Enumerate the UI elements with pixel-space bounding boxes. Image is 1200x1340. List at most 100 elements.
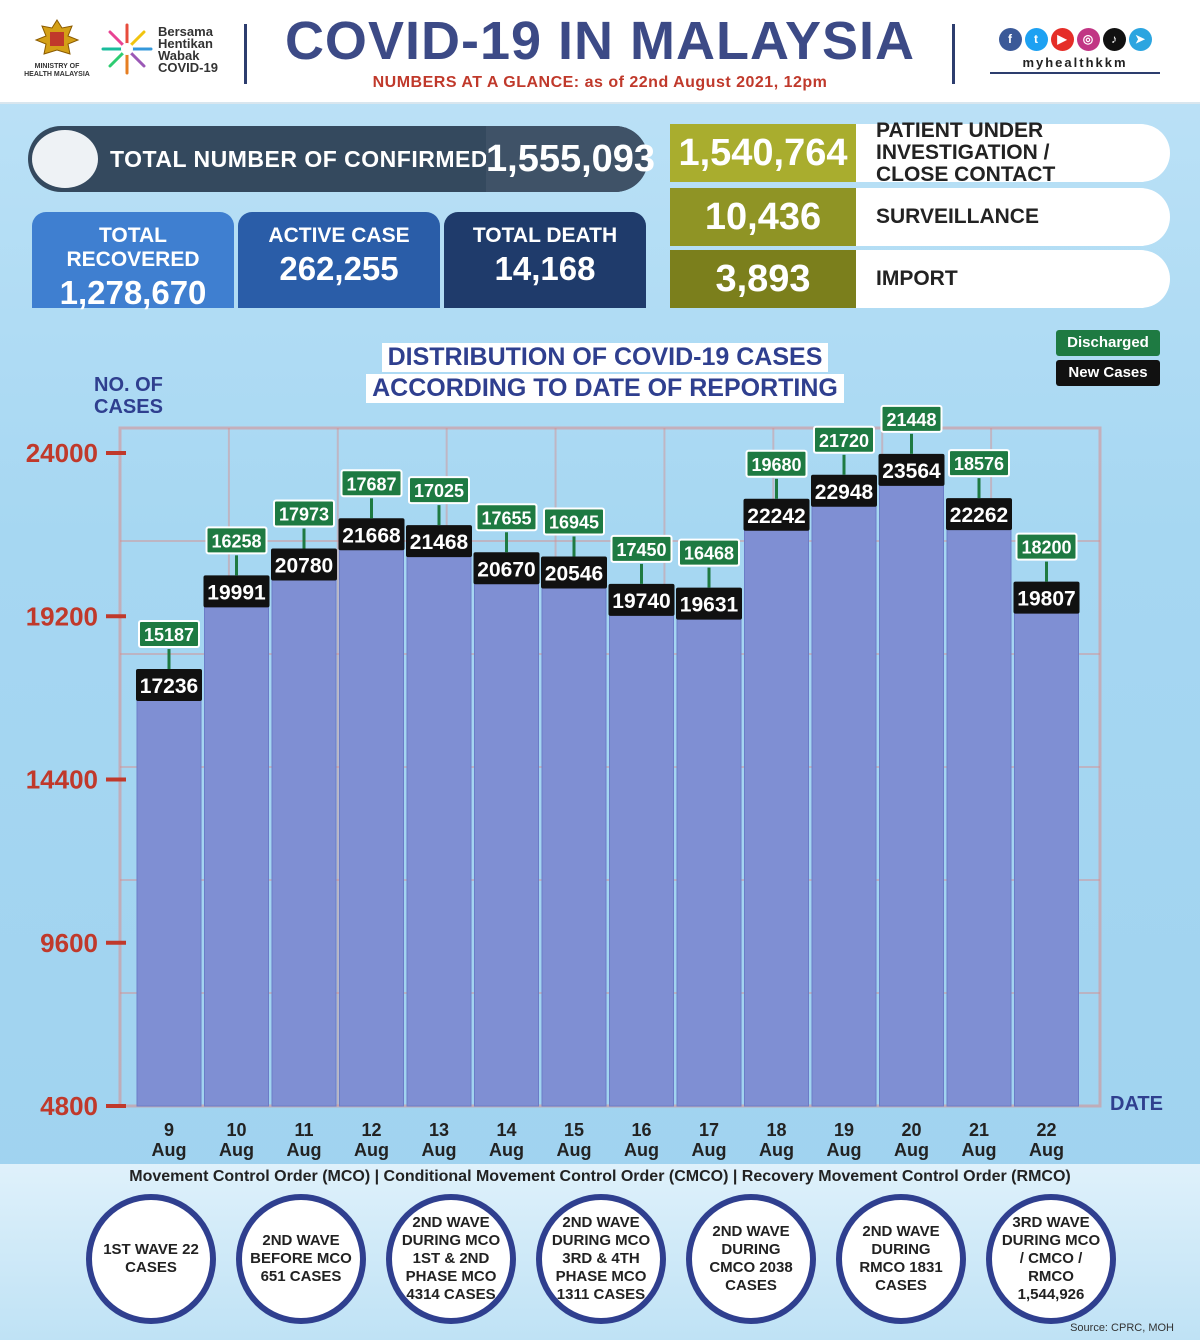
- new-cases-label: 22262: [950, 504, 1008, 527]
- active-card: ACTIVE CASE 262,255: [238, 212, 440, 308]
- recovered-value: 1,278,670: [59, 274, 207, 311]
- death-value: 14,168: [494, 250, 596, 287]
- discharged-label-box: [1015, 532, 1078, 561]
- bersama-logo: Bersama Hentikan Wabak COVID-19: [100, 22, 230, 82]
- new-cases-label: 19631: [680, 594, 739, 617]
- recovered-card: TOTAL RECOVERED 1,278,670: [32, 212, 234, 311]
- facebook-icon[interactable]: f: [998, 28, 1022, 51]
- discharged-label: 19680: [751, 455, 801, 475]
- new-cases-label-box: [946, 498, 1012, 531]
- y-axis: 4800 9600 14400 19200 24000: [26, 438, 126, 1121]
- discharged-label-box: [948, 449, 1010, 478]
- instagram-icon[interactable]: ◎: [1076, 28, 1100, 51]
- bar: [271, 562, 337, 1107]
- divider: [244, 24, 247, 84]
- bar: [136, 682, 202, 1107]
- wave-circle: 2ND WAVE BEFORE MCO 651 CASES: [236, 1194, 366, 1324]
- discharged-label: 21448: [886, 410, 936, 430]
- wave-circle: 2ND WAVE DURING RMCO 1831 CASES: [836, 1194, 966, 1324]
- new-cases-label: 19807: [1017, 588, 1075, 611]
- new-cases-label-box: [473, 552, 540, 585]
- twitter-icon[interactable]: t: [1024, 28, 1048, 51]
- discharged-label-box: [340, 469, 403, 498]
- x-tick-label: Aug: [962, 1140, 997, 1160]
- wave-circle: 2ND WAVE DURING MCO 3RD & 4TH PHASE MCO …: [536, 1194, 666, 1324]
- x-tick-label: Aug: [1029, 1140, 1064, 1160]
- new-cases-label: 23564: [882, 460, 941, 483]
- x-tick-label: Aug: [489, 1140, 524, 1160]
- legend-discharged: Discharged: [1056, 330, 1160, 356]
- discharged-label-box: [205, 526, 268, 555]
- x-tick-label: 19: [834, 1120, 854, 1140]
- active-value: 262,255: [279, 250, 399, 287]
- social-block: f t ▶ ◎ ♪ ➤ myhealthkkm: [990, 28, 1160, 78]
- x-tick-label: 20: [901, 1120, 921, 1140]
- x-tick-label: Aug: [219, 1140, 254, 1160]
- discharged-label-box: [475, 503, 538, 532]
- tiktok-icon[interactable]: ♪: [1102, 28, 1126, 51]
- new-cases-label: 19740: [612, 590, 670, 613]
- new-cases-label-box: [878, 453, 945, 486]
- chart-title: DISTRIBUTION OF COVID-19 CASES ACCORDING…: [340, 342, 870, 404]
- youtube-icon[interactable]: ▶: [1050, 28, 1074, 51]
- x-tick-label: 16: [631, 1120, 651, 1140]
- new-cases-label: 19991: [207, 581, 266, 604]
- new-cases-label: 21468: [410, 531, 469, 554]
- total-confirmed-value: 1,555,093: [486, 138, 656, 180]
- y-tick-label: 4800: [40, 1091, 98, 1121]
- discharged-label-box: [880, 404, 943, 433]
- new-cases-label: 20780: [275, 555, 333, 578]
- x-tick-label: 14: [496, 1120, 516, 1140]
- x-tick-label: 17: [699, 1120, 719, 1140]
- discharged-label: 21720: [819, 431, 869, 451]
- discharged-label-box: [813, 425, 875, 454]
- wave-circle: 2ND WAVE DURING MCO 1ST & 2ND PHASE MCO …: [386, 1194, 516, 1324]
- discharged-label: 17025: [414, 481, 464, 501]
- x-tick-label: 12: [361, 1120, 381, 1140]
- y-tick-label: 24000: [26, 438, 98, 468]
- moh-text: MINISTRY OF HEALTH MALAYSIA: [24, 63, 90, 78]
- wave-circle: 2ND WAVE DURING CMCO 2038 CASES: [686, 1194, 816, 1324]
- import-value: 3,893: [670, 250, 856, 308]
- chart-title-line-1: DISTRIBUTION OF COVID-19 CASES: [381, 343, 829, 372]
- surveillance-value: 10,436: [670, 188, 856, 246]
- new-cases-label-box: [136, 669, 202, 702]
- new-cases-label-box: [1013, 581, 1080, 614]
- bar: [1014, 595, 1079, 1107]
- discharged-label: 15187: [144, 625, 194, 645]
- new-cases-label: 21668: [342, 524, 401, 547]
- chart-legend: Discharged New Cases: [1056, 330, 1160, 390]
- recovered-label: TOTAL RECOVERED: [66, 224, 200, 271]
- wave-circles: 1ST WAVE 22 CASES 2ND WAVE BEFORE MCO 65…: [86, 1194, 1116, 1324]
- x-tick-label: Aug: [557, 1140, 592, 1160]
- bar: [676, 601, 742, 1107]
- x-tick-label: Aug: [152, 1140, 187, 1160]
- virus-icon: [32, 130, 98, 188]
- wave-circle: 1ST WAVE 22 CASES: [86, 1194, 216, 1324]
- discharged-label-box: [138, 620, 200, 649]
- new-cases-label-box: [608, 583, 675, 616]
- discharged-label: 17450: [616, 540, 666, 560]
- page-title: COVID-19 IN MALAYSIA: [284, 11, 916, 71]
- import-row: 3,893 IMPORT: [670, 250, 1170, 308]
- death-card: TOTAL DEATH 14,168: [444, 212, 646, 308]
- x-tick-label: Aug: [692, 1140, 727, 1160]
- total-confirmed-bar: TOTAL NUMBER OF CONFIRMED CASES 1,555,09…: [28, 126, 656, 192]
- crest-icon: [34, 19, 80, 55]
- x-axis: 9Aug10Aug11Aug12Aug13Aug14Aug15Aug16Aug1…: [152, 1120, 1065, 1160]
- x-axis-title: DATE: [1110, 1093, 1163, 1115]
- new-cases-label-box: [676, 587, 742, 620]
- footer-caption: Movement Control Order (MCO) | Condition…: [129, 1168, 1071, 1185]
- pui-label: PATIENT UNDER INVESTIGATION / CLOSE CONT…: [856, 120, 1170, 186]
- surveillance-row: 10,436 SURVEILLANCE: [670, 188, 1170, 246]
- telegram-icon[interactable]: ➤: [1128, 28, 1152, 51]
- discharged-label: 16258: [211, 531, 261, 551]
- y-axis-title: NO. OF CASES: [94, 374, 163, 418]
- bar: [541, 569, 607, 1107]
- new-cases-label: 22948: [815, 481, 874, 504]
- new-cases-label: 17236: [140, 675, 198, 698]
- chart-bars: [136, 467, 1079, 1107]
- discharged-label: 16945: [549, 512, 599, 532]
- social-handle[interactable]: myhealthkkm: [990, 55, 1160, 74]
- bar: [744, 512, 809, 1107]
